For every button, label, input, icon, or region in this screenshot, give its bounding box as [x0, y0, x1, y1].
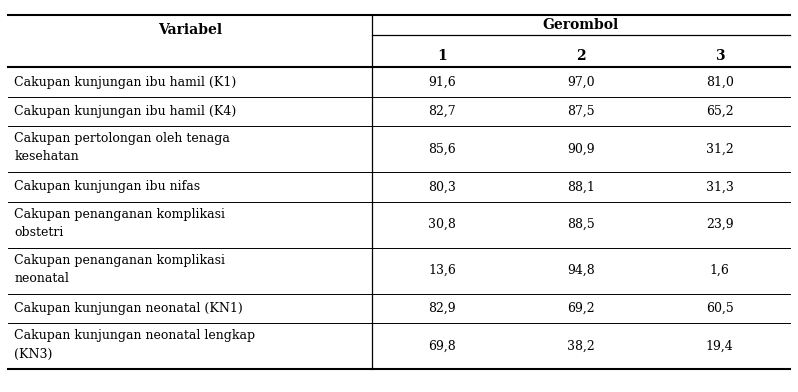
Text: 1,6: 1,6	[709, 264, 729, 277]
Text: 65,2: 65,2	[705, 105, 733, 118]
Text: 90,9: 90,9	[567, 143, 595, 156]
Text: 87,5: 87,5	[567, 105, 595, 118]
Text: 85,6: 85,6	[429, 143, 456, 156]
Text: 19,4: 19,4	[705, 340, 733, 353]
Text: 69,2: 69,2	[567, 302, 595, 315]
Text: 60,5: 60,5	[705, 302, 733, 315]
Text: 23,9: 23,9	[705, 218, 733, 231]
Text: Cakupan kunjungan neonatal (KN1): Cakupan kunjungan neonatal (KN1)	[14, 302, 243, 315]
Text: 38,2: 38,2	[567, 340, 595, 353]
Text: 1: 1	[437, 49, 447, 63]
Text: 88,5: 88,5	[567, 218, 595, 231]
Text: Cakupan penanganan komplikasi: Cakupan penanganan komplikasi	[14, 207, 225, 221]
Text: 81,0: 81,0	[705, 76, 733, 89]
Text: 91,6: 91,6	[429, 76, 456, 89]
Text: Cakupan kunjungan ibu hamil (K4): Cakupan kunjungan ibu hamil (K4)	[14, 105, 236, 118]
Text: 97,0: 97,0	[567, 76, 595, 89]
Text: kesehatan: kesehatan	[14, 151, 79, 163]
Text: 13,6: 13,6	[428, 264, 456, 277]
Text: Variabel: Variabel	[158, 23, 222, 37]
Text: 2: 2	[576, 49, 586, 63]
Text: Cakupan penanganan komplikasi: Cakupan penanganan komplikasi	[14, 254, 225, 267]
Text: 82,9: 82,9	[429, 302, 456, 315]
Text: 30,8: 30,8	[428, 218, 456, 231]
Text: 31,2: 31,2	[705, 143, 733, 156]
Text: Gerombol: Gerombol	[543, 18, 619, 32]
Text: Cakupan kunjungan ibu hamil (K1): Cakupan kunjungan ibu hamil (K1)	[14, 76, 236, 89]
Text: neonatal: neonatal	[14, 272, 69, 285]
Text: 31,3: 31,3	[705, 180, 733, 193]
Text: 82,7: 82,7	[429, 105, 456, 118]
Text: Cakupan kunjungan ibu nifas: Cakupan kunjungan ibu nifas	[14, 180, 200, 193]
Text: 88,1: 88,1	[567, 180, 595, 193]
Text: Cakupan pertolongan oleh tenaga: Cakupan pertolongan oleh tenaga	[14, 132, 230, 145]
Text: (KN3): (KN3)	[14, 348, 53, 361]
Text: 94,8: 94,8	[567, 264, 595, 277]
Text: 80,3: 80,3	[428, 180, 456, 193]
Text: 3: 3	[715, 49, 725, 63]
Text: obstetri: obstetri	[14, 226, 64, 239]
Text: 69,8: 69,8	[429, 340, 456, 353]
Text: Cakupan kunjungan neonatal lengkap: Cakupan kunjungan neonatal lengkap	[14, 329, 255, 342]
